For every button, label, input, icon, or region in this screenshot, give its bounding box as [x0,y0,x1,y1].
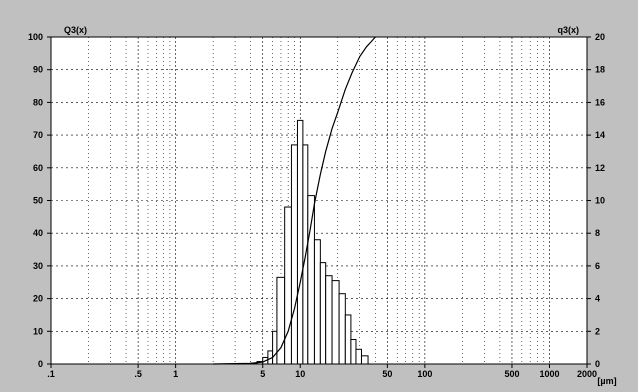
right-tick-label: 12 [595,163,605,173]
x-tick-label: 1 [173,369,178,379]
histogram-bar [331,280,340,365]
x-tick-label: 10 [295,369,305,379]
left-tick-label: 40 [33,228,43,238]
histogram-bar [290,144,298,365]
histogram-bar [338,293,346,365]
right-tick-label: 18 [595,65,605,75]
right-tick-label: 8 [595,228,600,238]
left-tick-label: 50 [33,196,43,206]
histogram-bar [272,330,278,365]
x-tick-label: 1000 [539,369,559,379]
left-tick-label: 0 [38,359,43,369]
right-tick-label: 0 [595,359,600,369]
x-tick-label: .5 [134,369,142,379]
histogram-bar [355,348,362,365]
cumulative-line [213,36,376,365]
histogram-bar [350,338,357,365]
right-tick-label: 10 [595,196,605,206]
histogram-bar [313,239,321,365]
left-axis-label: Q3(x) [64,25,87,35]
right-tick-label: 2 [595,326,600,336]
left-tick-label: 30 [33,261,43,271]
right-tick-label: 6 [595,261,600,271]
histogram-bar [284,206,292,365]
left-tick-label: 60 [33,163,43,173]
cumulative-curve [213,36,376,365]
left-tick-label: 20 [33,294,43,304]
right-tick-label: 16 [595,97,605,107]
x-tick-label: .1 [47,369,55,379]
left-tick-label: 80 [33,97,43,107]
right-tick-label: 4 [595,294,600,304]
histogram-bar [319,262,327,365]
x-tick-label: 2000 [577,369,597,379]
axes: 010203040506070809010002468101214161820.… [28,32,605,379]
x-tick-label: 5 [260,369,265,379]
histogram-bar [325,275,333,365]
x-tick-label: 100 [417,369,432,379]
left-tick-label: 100 [28,32,43,42]
x-tick-label: 500 [504,369,519,379]
left-tick-label: 70 [33,130,43,140]
x-tick-label: 50 [382,369,392,379]
x-unit-label: [µm] [597,376,616,386]
right-tick-label: 14 [595,130,605,140]
histogram-bar [296,119,304,365]
right-axis-label: q3(x) [557,25,579,35]
histogram-bar [360,355,369,365]
right-tick-label: 20 [595,32,605,42]
left-tick-label: 10 [33,326,43,336]
left-tick-label: 90 [33,65,43,75]
histogram-bar [344,314,352,365]
